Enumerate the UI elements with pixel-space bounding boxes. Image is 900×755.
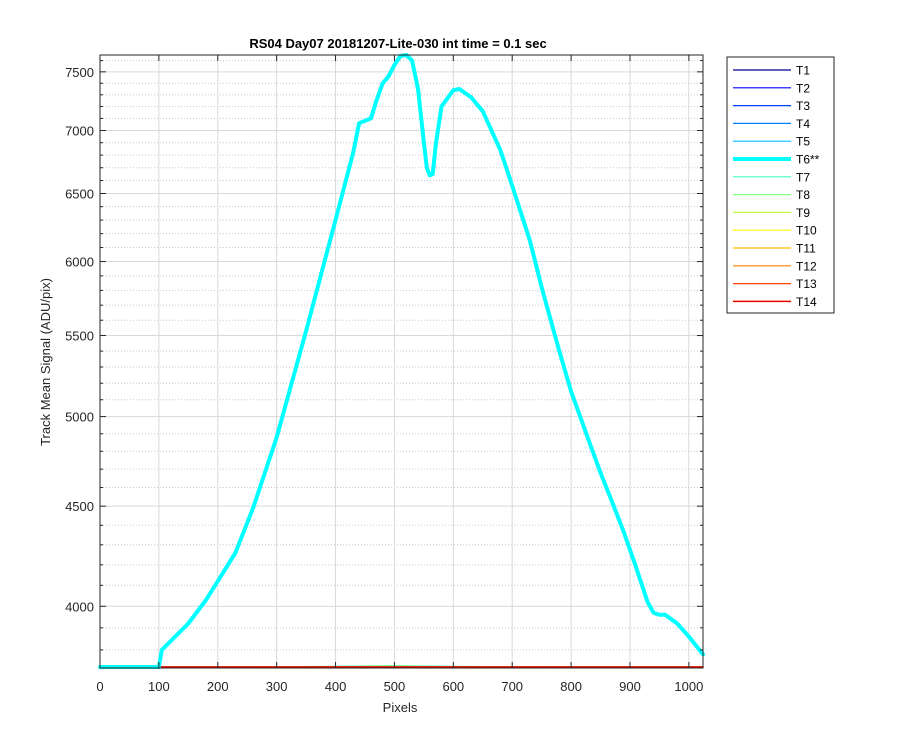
chart-title: RS04 Day07 20181207-Lite-030 int time = … [249,36,546,51]
x-tick-label: 900 [619,679,641,694]
x-axis-label: Pixels [383,700,418,715]
series-line-t6 [98,53,705,669]
y-tick-label: 5500 [65,329,94,344]
legend-entry: T3 [733,99,810,113]
legend-label: T13 [796,277,817,291]
legend-label: T8 [796,188,810,202]
legend-label: T11 [796,242,816,256]
legend-entry: T7 [733,170,810,184]
legend-label: T3 [796,99,810,113]
legend-entry: T12 [733,259,817,273]
legend-entry: T8 [733,188,810,202]
legend-label: T2 [796,81,810,95]
x-tick-label: 200 [207,679,229,694]
x-tick-label: 700 [501,679,523,694]
x-tick-label: 1000 [674,679,703,694]
legend-entry: T2 [733,81,810,95]
y-tick-label: 7500 [65,65,94,80]
legend-entry: T4 [733,117,810,131]
legend-label: T9 [796,206,810,220]
legend-entry: T14 [733,295,817,309]
legend-label: T1 [796,64,810,78]
axes-background [100,55,703,668]
x-tick-label: 0 [96,679,103,694]
x-tick-labels: 0 100 200 300 400 500 600 700 800 900 1000 [96,679,703,694]
legend-label: T4 [796,117,810,131]
x-tick-label: 100 [148,679,170,694]
legend-label: T10 [796,224,817,238]
x-tick-label: 500 [384,679,406,694]
legend-entry: T5 [733,135,810,149]
legend-label: T6** [796,153,820,167]
y-tick-label: 6500 [65,187,94,202]
x-tick-label: 800 [560,679,582,694]
legend: T1 T2 T3 T4 T5 T6** T7 T8 T9 T10 T11 T12 T13 T14 [726,56,835,314]
y-tick-labels: 4000 4500 5000 5500 6000 6500 7000 7500 [65,65,94,614]
legend-entry: T1 [733,64,810,78]
x-tick-label: 300 [266,679,288,694]
y-tick-label: 4000 [65,599,94,614]
y-tick-label: 4500 [65,499,94,514]
legend-label: T14 [796,295,817,309]
x-tick-label: 600 [442,679,464,694]
ticks-layer [99,55,703,668]
legend-label: T12 [796,259,817,273]
y-axis-label: Track Mean Signal (ADU/pix) [38,278,53,446]
legend-label: T7 [796,170,810,184]
legend-box [726,56,835,314]
legend-entry: T10 [733,224,817,238]
y-tick-label: 5000 [65,410,94,425]
axes-box [99,54,704,669]
legend-label: T5 [796,135,810,149]
legend-entry: T6** [733,153,820,167]
legend-entry: T9 [733,206,810,220]
plot-area: 0 100 200 300 400 500 600 700 800 900 1000 4000 450… [65,53,705,694]
legend-entry: T13 [733,277,817,291]
x-tick-label: 400 [325,679,347,694]
y-tick-label: 7000 [65,123,94,138]
y-tick-label: 6000 [65,255,94,270]
legend-entries: T1 T2 T3 T4 T5 T6** T7 T8 T9 T10 T11 T12 T13 T14 [733,64,820,309]
legend-entry: T11 [733,242,816,256]
